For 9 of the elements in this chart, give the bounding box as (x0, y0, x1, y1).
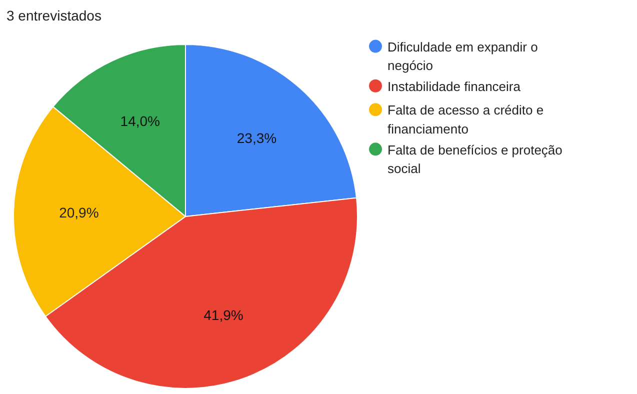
legend-label: Dificuldade em expandir o negócio (388, 39, 538, 74)
legend-label: Falta de benefícios e proteção social (388, 142, 562, 176)
chart-title: 3 entrevistados (6, 8, 102, 24)
legend-label: Falta de acesso a crédito e financiamento (388, 102, 544, 136)
data-label: 23,3% (236, 130, 277, 146)
data-label: 20,9% (59, 204, 99, 221)
data-label: 14,0% (120, 112, 160, 129)
legend-label: Instabilidade financeira (388, 78, 522, 94)
data-label: 41,9% (204, 307, 244, 324)
